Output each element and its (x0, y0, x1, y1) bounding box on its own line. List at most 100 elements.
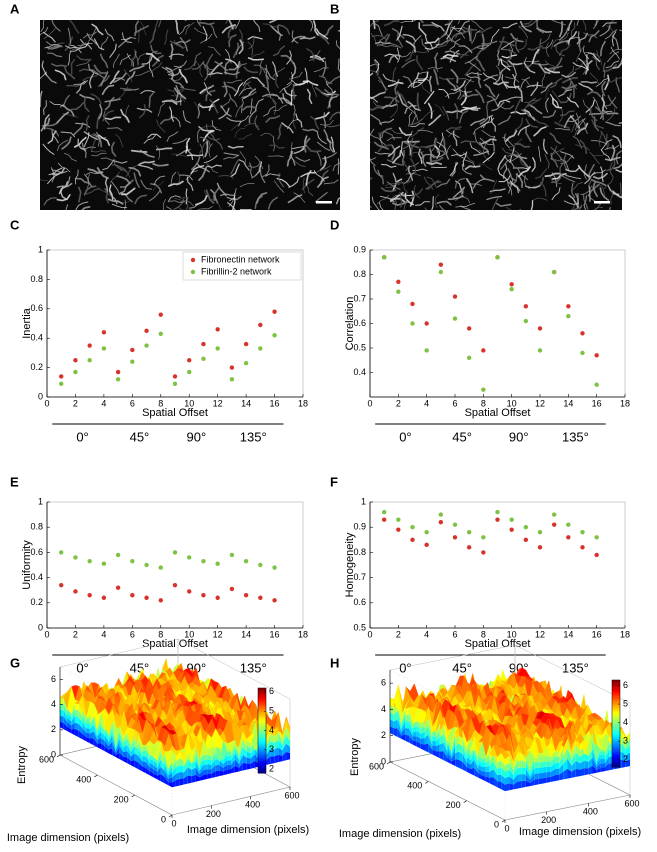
fiber (324, 88, 340, 96)
surface-skirt (600, 758, 605, 764)
fiber (51, 167, 66, 176)
colorbar-step (612, 747, 620, 751)
surface-skirt (538, 778, 543, 785)
fiber (442, 53, 459, 58)
point (396, 517, 401, 522)
surface-skirt (489, 777, 494, 786)
fiber (249, 162, 253, 178)
fiber (173, 60, 187, 68)
surface-skirt (459, 735, 463, 747)
colorbar-step (258, 719, 266, 723)
fiber (461, 29, 477, 35)
fiber (254, 115, 260, 131)
y-tick-label: 0.6 (353, 597, 366, 607)
colorbar-step (612, 708, 620, 711)
fiber (498, 115, 512, 126)
fiber (73, 122, 84, 136)
surface-skirt (130, 760, 135, 768)
fiber (476, 43, 492, 50)
surface-skirt (157, 759, 161, 772)
y-tick-label: 1 (361, 496, 366, 506)
fiber (446, 110, 463, 114)
surface-skirt (451, 739, 456, 757)
fiber (578, 117, 586, 132)
fiber (545, 84, 549, 100)
surface-skirt (134, 746, 139, 756)
point (101, 346, 107, 351)
surface-skirt (191, 760, 196, 770)
surface-skirt (489, 753, 494, 766)
fiber (65, 45, 81, 49)
fiber (300, 171, 316, 178)
fiber (486, 195, 503, 201)
surface-skirt (82, 722, 87, 733)
surface-skirt (246, 763, 251, 770)
fiber (98, 104, 103, 120)
surface-skirt (596, 754, 601, 765)
surface-skirt (409, 714, 413, 733)
fiber (218, 107, 230, 120)
surface-skirt (521, 767, 526, 775)
fiber (440, 56, 457, 62)
surface-skirt (219, 770, 224, 777)
surface-skirt (559, 756, 564, 769)
fiber (56, 194, 71, 202)
fiber (392, 150, 402, 164)
x-tick-label: 6 (130, 398, 135, 408)
surface-skirt (575, 752, 580, 764)
fiber (388, 54, 402, 64)
surface-skirt (493, 777, 498, 788)
fiber (212, 137, 224, 150)
fiber (234, 127, 246, 138)
fiber (335, 40, 340, 50)
fiber (452, 130, 458, 147)
surface-skirt (93, 738, 98, 748)
fiber (603, 177, 614, 190)
point (566, 304, 571, 309)
surface-skirt (550, 775, 555, 782)
x-tick-label: 18 (298, 398, 308, 408)
fiber (77, 186, 82, 203)
fiber (70, 101, 85, 110)
surface-skirt (67, 722, 72, 730)
fiber (581, 118, 588, 134)
fiber (591, 169, 607, 176)
surface-skirt (153, 769, 158, 776)
surface-skirt (428, 734, 433, 750)
surface-skirt (86, 718, 90, 725)
surface-skirt (521, 780, 526, 788)
fiber (383, 20, 400, 27)
fiber (44, 43, 60, 49)
y-tick-label: 0.2 (30, 362, 43, 372)
colorbar-step (258, 690, 266, 693)
surface-skirt (571, 744, 576, 760)
surface-skirt (195, 760, 200, 775)
fiber (277, 173, 285, 188)
fiber (582, 99, 592, 113)
point (537, 326, 543, 331)
point (509, 517, 514, 522)
fiber (130, 149, 148, 153)
surface-skirt (270, 749, 275, 757)
fiber (571, 81, 575, 99)
surface-skirt (534, 767, 539, 774)
fiber (391, 66, 397, 83)
fiber (254, 155, 264, 170)
fiber (481, 138, 497, 145)
surface-skirt (123, 738, 128, 748)
fiber (518, 38, 527, 51)
surface-skirt (116, 746, 120, 755)
fiber (260, 133, 275, 138)
surface-skirt (497, 752, 502, 763)
fiber (220, 105, 232, 117)
y-tick-label: 0 (494, 819, 499, 829)
colorbar-step (612, 740, 620, 744)
fiber (102, 110, 114, 122)
surface-skirt (575, 744, 580, 757)
point (481, 387, 486, 392)
surface-skirt (563, 748, 568, 764)
fiber (230, 163, 240, 177)
surface-skirt (546, 772, 551, 778)
surface-skirt (274, 725, 279, 736)
fiber (416, 55, 424, 71)
